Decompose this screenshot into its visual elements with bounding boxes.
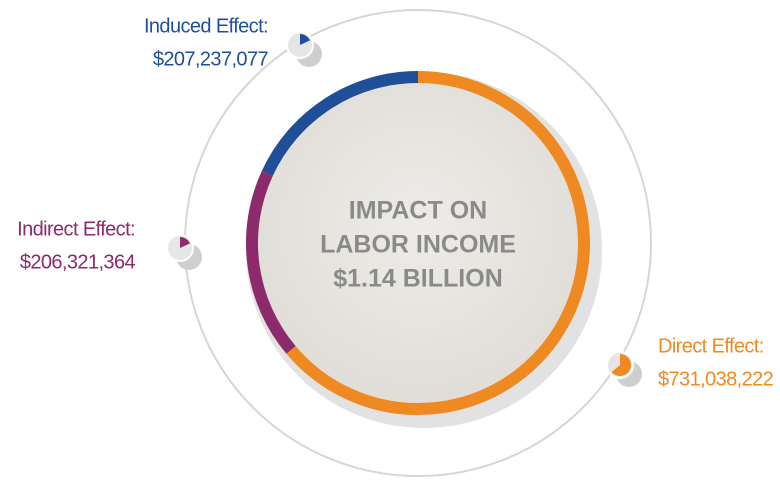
icon-slice bbox=[180, 237, 190, 248]
donut-segment bbox=[261, 71, 419, 176]
donut-segment bbox=[246, 170, 296, 354]
icon-slice bbox=[611, 354, 631, 377]
donut-segment bbox=[286, 71, 590, 415]
category-label: Induced Effect: bbox=[144, 15, 268, 37]
value-label: $207,237,077 bbox=[153, 48, 269, 70]
icon-slice bbox=[300, 34, 310, 45]
center-title-line: IMPACT ON bbox=[349, 197, 487, 225]
donut-ring bbox=[246, 71, 590, 415]
category-label: Direct Effect: bbox=[658, 335, 764, 357]
value-label: $206,321,364 bbox=[20, 251, 136, 273]
category-label: Indirect Effect: bbox=[17, 218, 135, 240]
value-label: $731,038,222 bbox=[658, 368, 774, 390]
center-total: $1.14 BILLION bbox=[333, 265, 503, 293]
center-title-line: LABOR INCOME bbox=[320, 231, 516, 259]
donut-center bbox=[246, 71, 590, 415]
